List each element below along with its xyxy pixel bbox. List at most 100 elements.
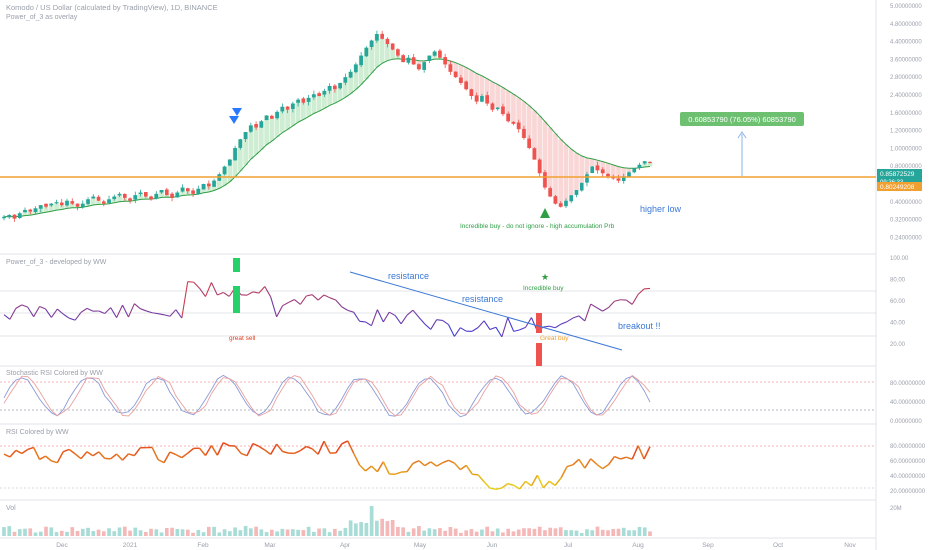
volume-bar [333, 528, 337, 536]
volume-bar [80, 528, 85, 536]
candle [86, 199, 90, 204]
candle [33, 208, 38, 212]
power-of-3-line [400, 314, 408, 325]
volume-bar [217, 532, 222, 536]
candle [12, 214, 17, 219]
power-of-3-line [306, 294, 313, 297]
breakout-label: breakout !! [618, 321, 661, 331]
candle [359, 55, 363, 66]
volume-bar [133, 527, 138, 536]
volume-bar [212, 526, 216, 536]
power-of-3-line [210, 282, 218, 296]
candle [432, 51, 437, 56]
volume-bar [112, 531, 117, 536]
power-of-3-line [477, 320, 485, 328]
power-of-3-line [323, 294, 331, 299]
resistance-label-1: resistance [388, 271, 429, 281]
power-of-3-line [294, 299, 301, 305]
rsi-line [637, 445, 645, 460]
power-of-3-line [217, 291, 224, 296]
rsi-line [394, 471, 402, 475]
power-of-3-line [329, 297, 337, 301]
volume-bar [380, 518, 384, 536]
candle [537, 159, 542, 174]
volume-bar [406, 531, 411, 536]
power-of-3-line [448, 324, 455, 337]
candle [348, 71, 353, 78]
rsi-line [21, 448, 29, 455]
candle [422, 62, 427, 70]
rsi-line [554, 477, 562, 486]
time-axis: Dec 2021 Feb Mar Apr May Jun Jul Aug Sep Oct Nov [56, 542, 856, 549]
rsi-line [412, 460, 420, 465]
candle [38, 205, 43, 209]
candle [354, 64, 358, 73]
power-of-3-line [460, 327, 467, 332]
candle [275, 111, 279, 119]
candle [196, 188, 201, 195]
volume-bar [359, 522, 363, 536]
volume-bar [159, 532, 164, 536]
power-of-3-line [394, 315, 402, 325]
volume-bar [527, 528, 532, 536]
candle [107, 199, 111, 203]
volume-bar [175, 529, 180, 536]
rsi-line [507, 482, 514, 486]
volume-bar [275, 531, 279, 536]
volume-bar [12, 531, 17, 536]
volume-bar [627, 530, 631, 536]
rsi-line [406, 462, 414, 473]
rsi-line [424, 461, 432, 467]
volume-bar [459, 532, 463, 536]
volume-bar [206, 526, 211, 536]
rsi-line [370, 465, 378, 473]
price-tick-label: 0.80000000 [890, 164, 922, 170]
rsi-line [584, 458, 592, 469]
rsi-line [305, 445, 313, 450]
rsi-line [133, 447, 141, 457]
candle [338, 82, 342, 89]
power-of-3-line [549, 325, 556, 329]
level-price-value: 0.80249208 [880, 184, 915, 191]
power-of-3-line [199, 288, 206, 297]
power-of-3-line [584, 303, 592, 322]
rsi-line [448, 459, 455, 464]
candle [254, 124, 258, 128]
candle [590, 166, 595, 174]
candle [380, 33, 384, 39]
current-price-value: 0.85872529 [880, 171, 915, 178]
power-of-3-line [602, 307, 609, 312]
power-of-3-line [69, 317, 76, 321]
pane4-tick-label: 40.00000000 [890, 474, 926, 480]
candle [616, 178, 621, 181]
candle [495, 107, 500, 110]
volume-bar [621, 527, 626, 536]
volume-bar [86, 527, 90, 536]
rsi-line [596, 463, 604, 470]
volume-bar [396, 526, 400, 536]
price-tick-label: 0.40000000 [890, 200, 922, 206]
rsi-line [264, 449, 272, 455]
pane3-axis: 80.00000000 40.00000000 0.00000000 [890, 381, 926, 425]
candle [606, 173, 610, 177]
rsi-line [234, 445, 242, 454]
rsi-line [157, 458, 165, 464]
candle [227, 159, 232, 166]
candle [44, 203, 48, 207]
power-of-3-line [418, 316, 426, 325]
rsi-line [643, 446, 651, 460]
candle [49, 203, 54, 206]
volume-bar [233, 527, 237, 536]
rsi-line [39, 455, 46, 461]
rsi-line [299, 445, 307, 452]
volume-bar [128, 530, 132, 536]
power-of-3-line [169, 309, 177, 317]
candle [327, 86, 332, 91]
rsi-line [32, 447, 41, 460]
rsi-line [590, 458, 598, 465]
power-of-3-line [572, 315, 580, 319]
candle [238, 139, 243, 148]
level-price-tag [877, 182, 922, 191]
volume-bar [422, 530, 427, 536]
rsi-line [453, 462, 461, 471]
